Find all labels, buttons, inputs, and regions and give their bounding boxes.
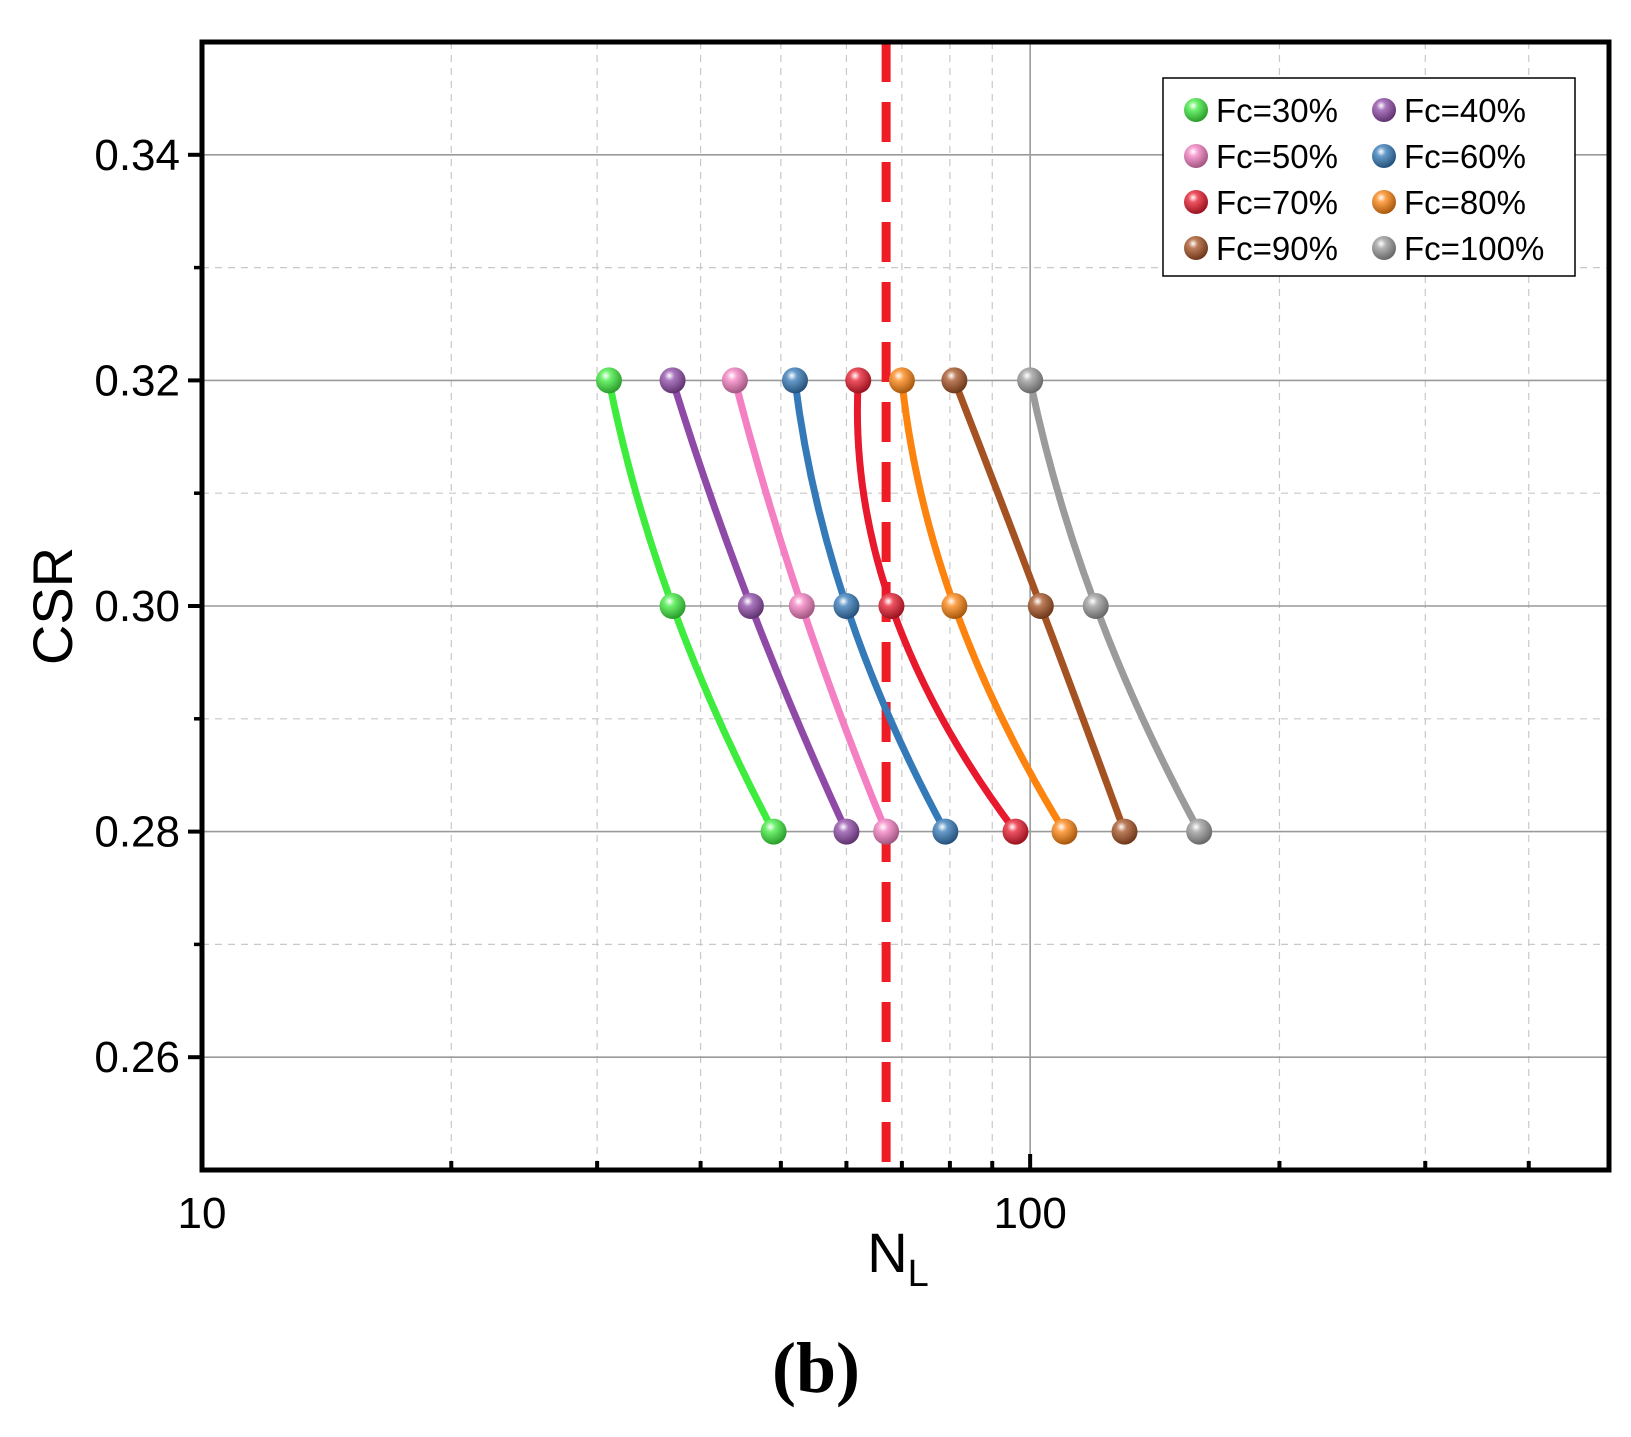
legend-marker: [1372, 98, 1396, 122]
legend-marker: [1372, 144, 1396, 168]
y-tick-label: 0.34: [94, 131, 180, 180]
data-point: [941, 593, 968, 619]
data-point: [845, 367, 872, 394]
y-tick-label: 0.28: [94, 808, 180, 857]
legend-label: Fc=40%: [1404, 92, 1526, 129]
legend-label: Fc=50%: [1216, 138, 1338, 175]
data-point: [1051, 818, 1078, 845]
data-point: [1017, 367, 1044, 394]
series-Fc=100%: [1017, 367, 1213, 845]
data-point: [888, 367, 915, 394]
x-tick-label: 10: [178, 1189, 227, 1238]
panel-label: (b): [772, 1328, 860, 1408]
legend-label: Fc=80%: [1404, 184, 1526, 221]
data-point: [1186, 818, 1213, 845]
series-Fc=30%: [595, 367, 787, 845]
data-point: [659, 593, 686, 619]
data-point: [932, 818, 959, 845]
data-point: [878, 593, 905, 619]
legend-label: Fc=100%: [1404, 230, 1544, 267]
data-point: [873, 818, 900, 845]
y-axis-title: CSR: [21, 547, 84, 665]
legend-marker: [1184, 98, 1208, 122]
legend: Fc=30% Fc=40% Fc=50% Fc=60% Fc=70% Fc=80% Fc=9…: [1162, 77, 1576, 277]
axes: [188, 39, 1612, 1173]
legend-marker: [1372, 190, 1396, 214]
data-point: [1002, 818, 1029, 845]
series-Fc=80%: [888, 367, 1078, 845]
axis-labels: 0.26 0.28 0.30 0.32 0.34 10 100 NL CSR (b): [21, 131, 1067, 1408]
data-point: [1027, 593, 1054, 619]
x-tick-label: 100: [993, 1189, 1066, 1238]
data-point: [1082, 593, 1109, 619]
y-tick-label: 0.32: [94, 356, 180, 405]
legend-label: Fc=70%: [1216, 184, 1338, 221]
series-Fc=90%: [941, 367, 1138, 845]
y-tick-label: 0.26: [94, 1033, 180, 1082]
data-point: [760, 818, 787, 845]
data-point: [788, 593, 815, 619]
data-point: [781, 367, 808, 394]
series-Fc=40%: [659, 367, 860, 845]
legend-marker: [1184, 144, 1208, 168]
x-axis-title-subscript: L: [908, 1253, 929, 1295]
legend-box: [1162, 77, 1576, 277]
legend-label: Fc=60%: [1404, 138, 1526, 175]
series-Fc=70%: [845, 367, 1029, 845]
data-point: [833, 818, 860, 845]
data-point: [1111, 818, 1138, 845]
series-Fc=50%: [721, 367, 900, 845]
data-point: [721, 367, 748, 394]
series-Fc=60%: [781, 367, 959, 845]
y-tick-label: 0.30: [94, 582, 180, 631]
legend-marker: [1184, 190, 1208, 214]
x-axis-title: NL: [867, 1221, 929, 1295]
data-point: [595, 367, 622, 394]
legend-label: Fc=30%: [1216, 92, 1338, 129]
data-point: [941, 367, 968, 394]
x-axis-title-main: N: [867, 1221, 907, 1284]
legend-label: Fc=90%: [1216, 230, 1338, 267]
legend-marker: [1372, 236, 1396, 260]
data-point: [833, 593, 860, 619]
series-layer: [595, 367, 1213, 845]
data-point: [737, 593, 764, 619]
data-point: [659, 367, 686, 394]
legend-marker: [1184, 236, 1208, 260]
